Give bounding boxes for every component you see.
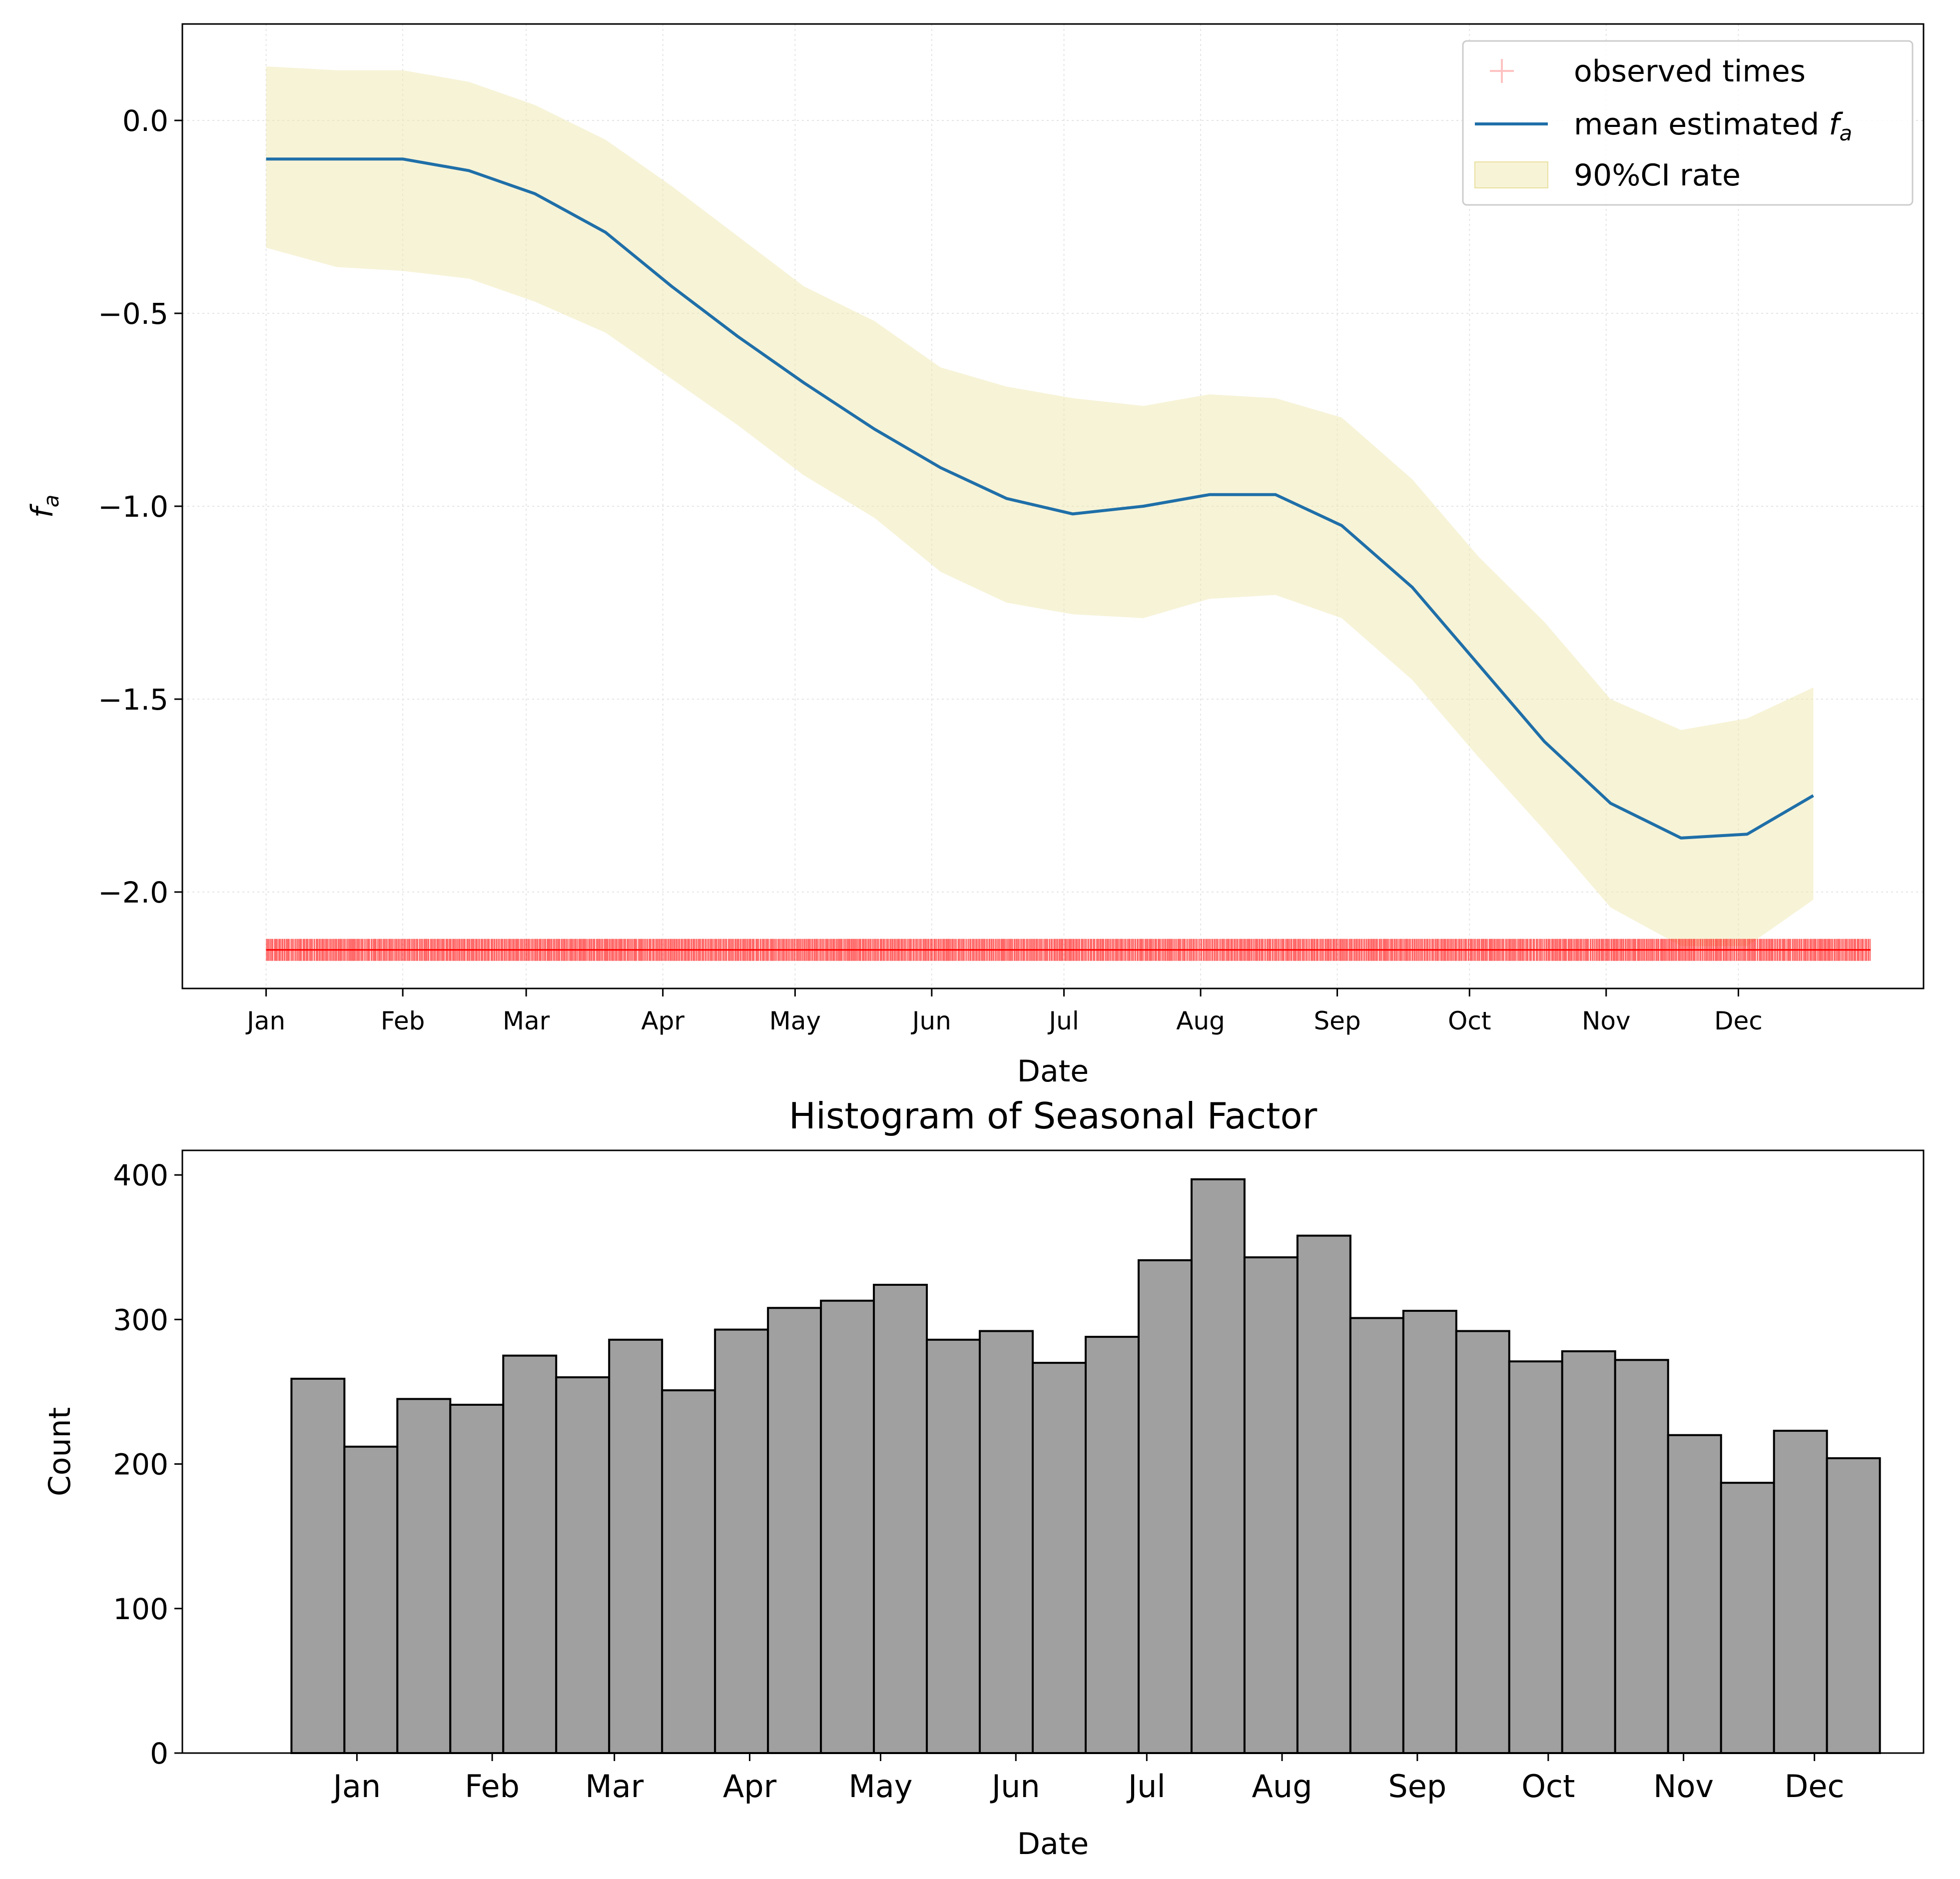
legend-observed-marker xyxy=(1490,59,1514,83)
histogram-bar-10 xyxy=(820,1299,875,1755)
histogram-title: Histogram of Seasonal Factor xyxy=(789,1095,1317,1137)
top-x-tick-label-6: Jul xyxy=(1047,1006,1079,1035)
histogram-bar-23 xyxy=(1508,1360,1563,1754)
top-y-tick-label-4: −2.0 xyxy=(98,876,168,910)
top-x-tick-label-11: Dec xyxy=(1714,1006,1763,1035)
top-x-tick-label-0: Jan xyxy=(245,1006,285,1035)
bottom-y-ticks: 0 100 200 300 400 xyxy=(113,1158,182,1771)
histogram-bar-11 xyxy=(873,1283,928,1755)
bottom-x-tick-label-5: Jun xyxy=(990,1768,1040,1805)
bottom-x-tick-label-7: Aug xyxy=(1252,1768,1312,1805)
bottom-y-tick-label-0: 0 xyxy=(150,1737,168,1771)
top-y-ticks: 0.0 −0.5 −1.0 −1.5 −2.0 xyxy=(98,104,182,910)
bottom-x-tick-label-10: Nov xyxy=(1653,1768,1714,1805)
histogram-bar-5 xyxy=(555,1376,611,1755)
histogram-bar-2 xyxy=(396,1398,452,1755)
top-x-tick-label-8: Sep xyxy=(1313,1006,1360,1035)
histogram-bar-9 xyxy=(767,1307,822,1754)
histogram-bar-8 xyxy=(714,1328,769,1754)
histogram-bar-14 xyxy=(1032,1362,1087,1754)
legend-ci-swatch xyxy=(1474,161,1548,188)
bottom-x-tick-label-1: Feb xyxy=(465,1768,520,1805)
seasonal-factor-line-chart: 0.0 −0.5 −1.0 −1.5 −2.0 Jan Feb Mar Apr May Jun Ju… xyxy=(25,23,1925,1089)
observed-time-ticks xyxy=(266,939,1871,961)
top-x-tick-label-10: Nov xyxy=(1582,1006,1631,1035)
bottom-x-tick-label-9: Oct xyxy=(1521,1768,1575,1805)
bottom-y-tick-label-2: 200 xyxy=(113,1448,168,1482)
bottom-x-tick-label-11: Dec xyxy=(1785,1768,1845,1805)
bottom-y-axis-label: Count xyxy=(42,1407,77,1496)
histogram-bar-7 xyxy=(661,1389,716,1755)
legend-observed-plus xyxy=(1490,59,1514,83)
top-x-tick-label-7: Aug xyxy=(1176,1006,1225,1035)
histogram-bar-26 xyxy=(1667,1434,1722,1754)
histogram-bar-24 xyxy=(1561,1350,1616,1754)
histogram-bar-28 xyxy=(1773,1430,1828,1754)
histogram-bar-18 xyxy=(1243,1256,1299,1754)
top-y-axis-label: fa xyxy=(25,495,63,518)
top-x-tick-label-5: Jun xyxy=(911,1006,951,1035)
histogram-bar-16 xyxy=(1137,1259,1193,1754)
histogram-bar-13 xyxy=(979,1330,1034,1754)
histogram-bar-0 xyxy=(290,1377,346,1755)
top-y-tick-label-3: −1.5 xyxy=(98,683,168,717)
bottom-x-tick-label-8: Sep xyxy=(1388,1768,1446,1805)
top-y-tick-label-0: 0.0 xyxy=(122,104,168,138)
legend-ci-label: 90%CI rate xyxy=(1574,158,1741,193)
seasonal-factor-histogram: Histogram of Seasonal Factor 0 100 200 300 4… xyxy=(42,1095,1925,1862)
histogram-bar-29 xyxy=(1826,1457,1881,1754)
histogram-bar-19 xyxy=(1296,1234,1351,1754)
legend-mean-label-main: mean estimated xyxy=(1574,107,1829,142)
top-x-tick-label-2: Mar xyxy=(503,1006,550,1035)
bottom-x-ticks: Jan Feb Mar Apr May Jun Jul Aug Sep Oct Nov Dec xyxy=(331,1753,1845,1805)
histogram-bar-17 xyxy=(1190,1178,1246,1755)
bottom-y-tick-label-1: 100 xyxy=(113,1592,168,1626)
histogram-bar-6 xyxy=(608,1338,663,1754)
top-y-tick-label-1: −0.5 xyxy=(98,297,168,331)
bottom-y-tick-label-3: 300 xyxy=(113,1303,168,1337)
top-y-axis-label-sub: a xyxy=(39,495,63,508)
bottom-x-tick-label-3: Apr xyxy=(723,1768,777,1805)
bottom-x-axis-label: Date xyxy=(1017,1827,1089,1862)
histogram-bar-4 xyxy=(502,1354,558,1754)
histogram-bars xyxy=(290,1178,1881,1755)
top-legend: observed times mean estimated fa 90%CI r… xyxy=(1462,40,1914,206)
histogram-bar-27 xyxy=(1720,1482,1775,1755)
mean-estimate-line xyxy=(266,157,1814,840)
bottom-x-tick-label-2: Mar xyxy=(585,1768,644,1805)
bottom-x-tick-label-4: May xyxy=(848,1768,912,1805)
top-x-tick-label-1: Feb xyxy=(381,1006,425,1035)
legend-mean-label: mean estimated fa xyxy=(1574,107,1852,145)
histogram-bar-25 xyxy=(1614,1359,1669,1754)
bottom-x-tick-label-0: Jan xyxy=(331,1768,381,1805)
top-y-tick-label-2: −1.0 xyxy=(98,490,168,524)
legend-box xyxy=(1462,40,1914,206)
top-x-tick-label-4: May xyxy=(769,1006,821,1035)
histogram-bar-21 xyxy=(1402,1310,1457,1754)
histogram-bar-20 xyxy=(1349,1317,1404,1754)
observed-times-markers xyxy=(266,939,1871,961)
bottom-x-tick-label-6: Jul xyxy=(1126,1768,1166,1805)
bottom-axes-frame xyxy=(181,1149,1925,1754)
top-x-ticks: Jan Feb Mar Apr May Jun Jul Aug Sep Oct Nov Dec xyxy=(245,988,1763,1035)
histogram-bar-3 xyxy=(449,1404,505,1754)
histogram-bar-22 xyxy=(1455,1330,1510,1754)
top-x-tick-label-3: Apr xyxy=(641,1006,684,1035)
top-x-tick-label-9: Oct xyxy=(1448,1006,1491,1035)
top-x-axis-label: Date xyxy=(1017,1054,1089,1089)
histogram-bar-1 xyxy=(343,1445,399,1754)
bottom-y-tick-label-4: 400 xyxy=(113,1158,168,1192)
histogram-bar-12 xyxy=(926,1338,981,1754)
legend-observed-label: observed times xyxy=(1574,54,1806,89)
histogram-bar-15 xyxy=(1085,1336,1140,1754)
legend-mean-label-sub: a xyxy=(1840,121,1853,145)
